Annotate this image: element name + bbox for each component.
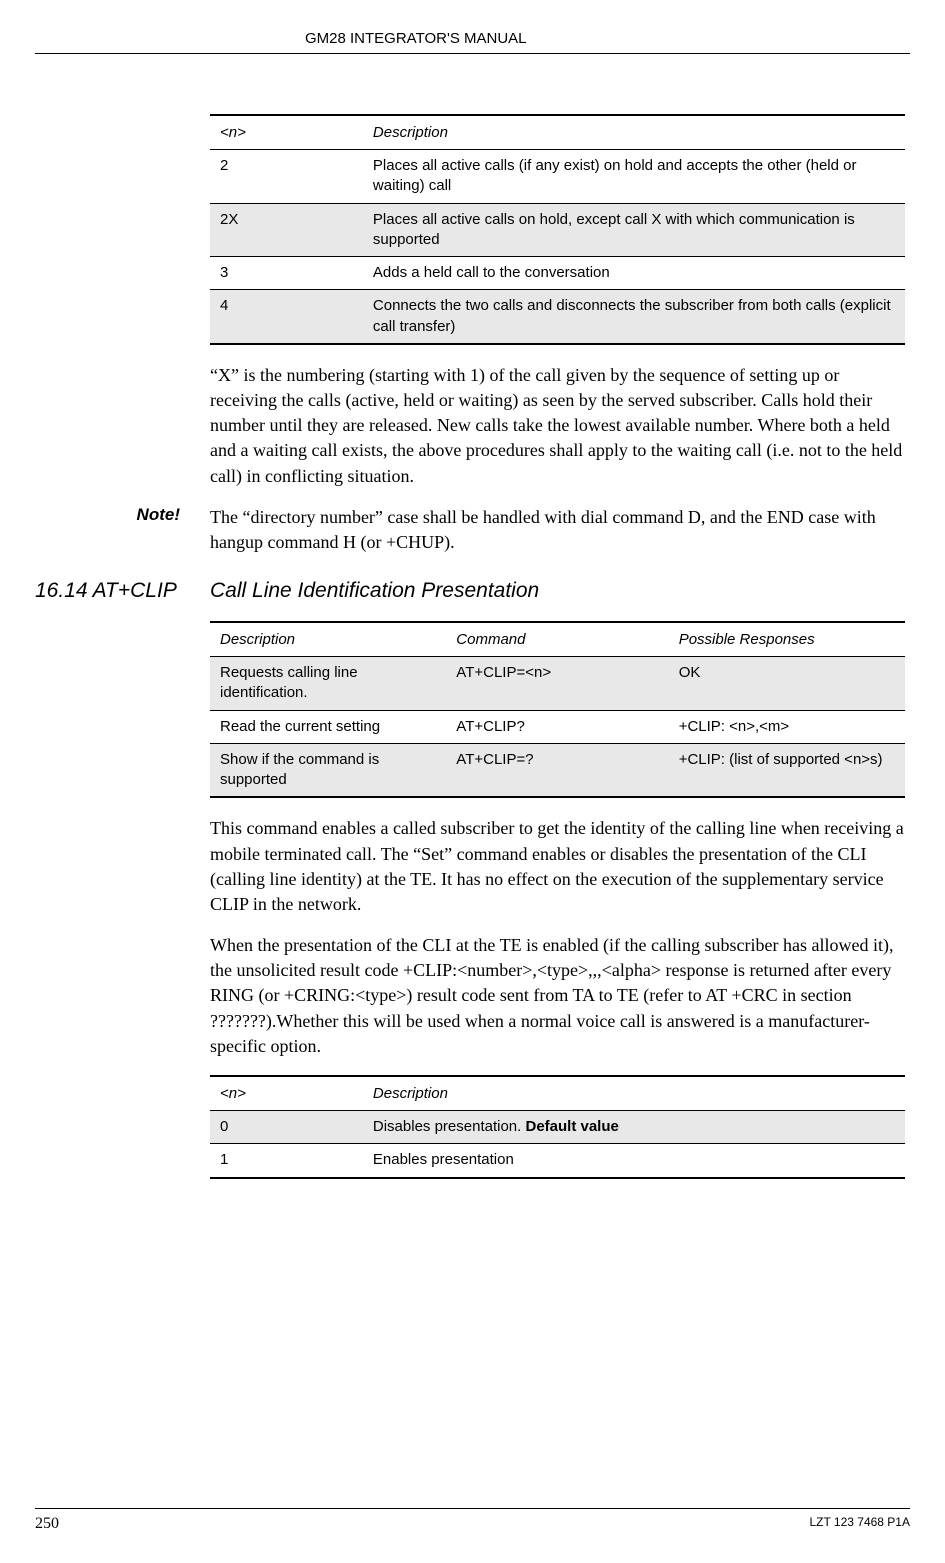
section-heading: 16.14 AT+CLIP Call Line Identification P…	[210, 579, 905, 603]
table-row: 0 Disables presentation. Default value	[210, 1111, 905, 1144]
header-title: GM28 INTEGRATOR'S MANUAL	[35, 30, 910, 54]
cell-desc: Requests calling line identification.	[210, 657, 446, 711]
table3-header-desc: Description	[363, 1076, 905, 1111]
cell-desc: Places all active calls (if any exist) o…	[363, 150, 905, 204]
cell-n: 1	[210, 1144, 363, 1178]
cell-resp: OK	[669, 657, 905, 711]
table-row: 1 Enables presentation	[210, 1144, 905, 1178]
cell-n: 0	[210, 1111, 363, 1144]
table-row: Read the current setting AT+CLIP? +CLIP:…	[210, 710, 905, 743]
cell-desc: Adds a held call to the conversation	[363, 257, 905, 290]
table2-header-cmd: Command	[446, 622, 668, 657]
table2-header-resp: Possible Responses	[669, 622, 905, 657]
table-command-responses: Description Command Possible Responses R…	[210, 621, 905, 798]
paragraph-presentation: When the presentation of the CLI at the …	[210, 933, 905, 1059]
table3-header-n: <n>	[210, 1076, 363, 1111]
table-row: Requests calling line identification. AT…	[210, 657, 905, 711]
table-n-description-2: <n> Description 0 Disables presentation.…	[210, 1075, 905, 1179]
cell-n: 2	[210, 150, 363, 204]
cell-n: 4	[210, 290, 363, 344]
note-text: The “directory number” case shall be han…	[210, 505, 905, 555]
cell-cmd: AT+CLIP=<n>	[446, 657, 668, 711]
note-block: Note! The “directory number” case shall …	[210, 505, 905, 555]
cell-desc: Disables presentation. Default value	[363, 1111, 905, 1144]
table1-header-n: <n>	[210, 115, 363, 150]
cell-desc: Enables presentation	[363, 1144, 905, 1178]
cell-desc: Connects the two calls and disconnects t…	[363, 290, 905, 344]
table-row: 2X Places all active calls on hold, exce…	[210, 203, 905, 257]
section-title: Call Line Identification Presentation	[210, 579, 539, 603]
footer: 250 LZT 123 7468 P1A	[35, 1508, 910, 1533]
cell-resp: +CLIP: <n>,<m>	[669, 710, 905, 743]
cell-desc: Show if the command is supported	[210, 743, 446, 797]
table-n-description-1: <n> Description 2 Places all active call…	[210, 114, 905, 345]
cell-n: 3	[210, 257, 363, 290]
cell-cmd: AT+CLIP=?	[446, 743, 668, 797]
paragraph-command-enables: This command enables a called subscriber…	[210, 816, 905, 917]
cell-cmd: AT+CLIP?	[446, 710, 668, 743]
table-row: Show if the command is supported AT+CLIP…	[210, 743, 905, 797]
cell-desc: Places all active calls on hold, except …	[363, 203, 905, 257]
desc-bold: Default value	[525, 1118, 618, 1135]
paragraph-x-numbering: “X” is the numbering (starting with 1) o…	[210, 363, 905, 489]
section-number: 16.14 AT+CLIP	[35, 579, 210, 603]
cell-resp: +CLIP: (list of supported <n>s)	[669, 743, 905, 797]
table-row: 3 Adds a held call to the conversation	[210, 257, 905, 290]
table2-header-desc: Description	[210, 622, 446, 657]
table1-header-desc: Description	[363, 115, 905, 150]
table-row: 4 Connects the two calls and disconnects…	[210, 290, 905, 344]
note-label: Note!	[35, 505, 210, 555]
desc-prefix: Disables presentation.	[373, 1118, 526, 1135]
cell-n: 2X	[210, 203, 363, 257]
footer-code: LZT 123 7468 P1A	[809, 1515, 910, 1533]
table-row: 2 Places all active calls (if any exist)…	[210, 150, 905, 204]
desc-prefix: Enables presentation	[373, 1151, 514, 1168]
content-area: <n> Description 2 Places all active call…	[35, 114, 910, 1179]
page-number: 250	[35, 1515, 59, 1533]
cell-desc: Read the current setting	[210, 710, 446, 743]
